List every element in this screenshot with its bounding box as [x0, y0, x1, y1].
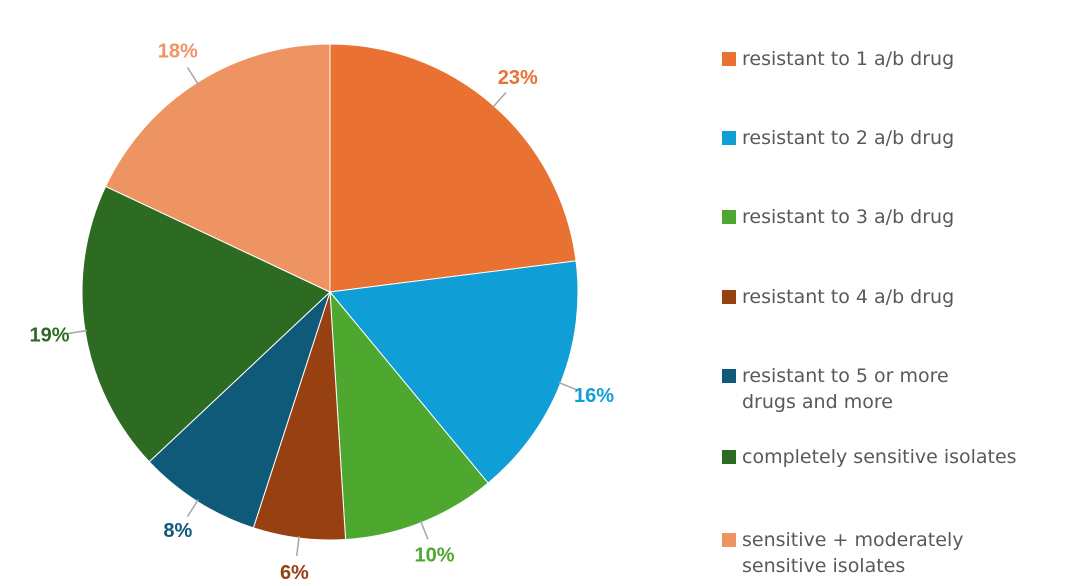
legend-swatch: [722, 450, 736, 464]
data-label: 6%: [280, 562, 309, 584]
legend-entry: resistant to 1 a/b drug: [722, 46, 1072, 72]
legend-entry: resistant to 3 a/b drug: [722, 204, 1072, 230]
legend-swatch: [722, 210, 736, 224]
legend-label: completely sensitive isolates: [742, 446, 1017, 468]
data-label: 10%: [415, 544, 455, 566]
legend-label: resistant to 1 a/b drug: [742, 48, 955, 70]
data-label: 19%: [29, 325, 69, 347]
legend-label: resistant to 4 a/b drug: [742, 286, 955, 308]
legend-entry: completely sensitive isolates: [722, 444, 1072, 470]
legend-swatch: [722, 369, 736, 383]
leader-line: [419, 520, 429, 540]
legend-entry: resistant to 4 a/b drug: [722, 284, 1072, 310]
legend-swatch: [722, 131, 736, 145]
pie-slice: [329, 43, 577, 293]
legend-swatch: [722, 52, 736, 66]
chart: 23% 16% 10% 6% 8% 19% 18%: [29, 40, 614, 584]
legend-entry: sensitive + moderately sensitive isolate…: [722, 527, 1072, 579]
data-label: 23%: [498, 67, 538, 89]
leader-line: [67, 329, 88, 335]
leader-line: [558, 381, 578, 391]
data-label: 16%: [574, 385, 614, 407]
legend-label: resistant to 5 or more drugs and more: [742, 365, 949, 413]
data-label: 8%: [163, 520, 192, 542]
leader-line: [186, 499, 199, 517]
legend-entry: resistant to 5 or more drugs and more: [722, 363, 1072, 415]
legend-label: resistant to 3 a/b drug: [742, 206, 955, 228]
data-label: 18%: [158, 40, 198, 62]
legend-label: resistant to 2 a/b drug: [742, 127, 955, 149]
leader-line: [186, 67, 199, 85]
legend-label: sensitive + moderately sensitive isolate…: [742, 529, 964, 577]
legend-swatch: [722, 533, 736, 547]
leader-line: [492, 91, 507, 108]
leader-line: [295, 535, 300, 556]
legend-swatch: [722, 290, 736, 304]
legend-entry: resistant to 2 a/b drug: [722, 125, 1072, 151]
